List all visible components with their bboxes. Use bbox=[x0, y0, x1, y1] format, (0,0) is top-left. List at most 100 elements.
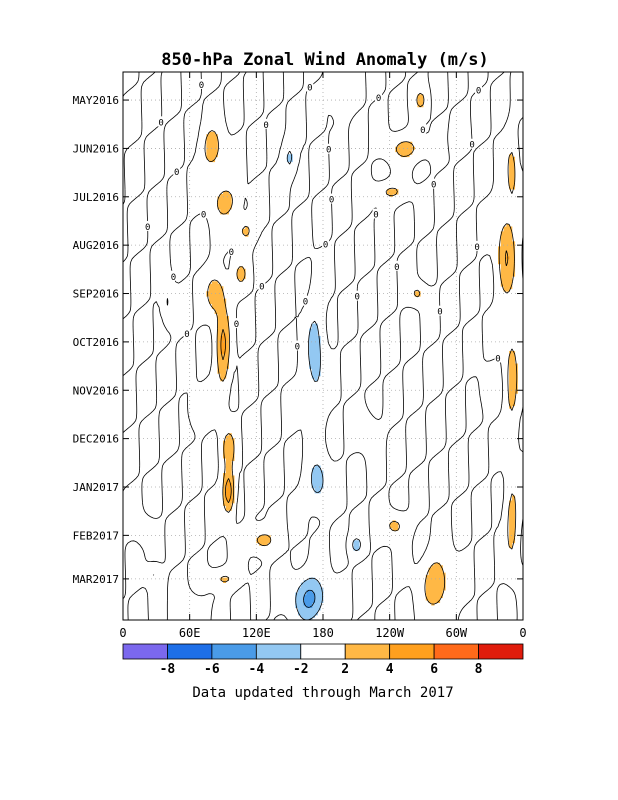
colorbar-tick-label: 2 bbox=[341, 662, 349, 677]
y-tick-label: JAN2017 bbox=[73, 481, 119, 494]
contour-zero-label: 0 bbox=[306, 81, 314, 93]
y-tick-label: OCT2016 bbox=[73, 336, 119, 349]
data-updated-note: Data updated through March 2017 bbox=[192, 685, 453, 701]
contour-level-2 bbox=[153, 92, 518, 605]
svg-text:0: 0 bbox=[376, 94, 381, 104]
colorbar-tick-label: -4 bbox=[249, 662, 265, 677]
contour-zero-label: 0 bbox=[325, 143, 333, 156]
contour-zero-label: 0 bbox=[144, 220, 152, 233]
contour-zero-labels: 0 0 0 0 0 0 0 0 0 0 0 0 0 0 0 0 0 0 0 0 0 0 0 0 0 0 0 0 bbox=[144, 78, 502, 365]
contour-lines bbox=[123, 72, 523, 620]
contour-zero-label: 0 bbox=[419, 123, 427, 136]
contour-zero-label: 0 bbox=[475, 84, 483, 96]
x-tick-label: 120E bbox=[242, 626, 271, 640]
contour-level-4 bbox=[220, 250, 509, 503]
svg-text:0: 0 bbox=[326, 146, 331, 156]
anomaly-fill-band-3 bbox=[303, 590, 316, 608]
x-tick-label: 180 bbox=[312, 626, 334, 640]
colorbar-swatch-1 bbox=[167, 643, 213, 660]
svg-text:0: 0 bbox=[229, 248, 234, 258]
contour-zero-label: 0 bbox=[183, 328, 191, 340]
svg-text:0: 0 bbox=[199, 81, 204, 91]
contour-level-neg2 bbox=[166, 150, 361, 620]
y-tick-label: FEB2017 bbox=[73, 529, 119, 542]
x-tick-label: 60W bbox=[445, 626, 467, 640]
contour-zero-label: 0 bbox=[375, 92, 383, 104]
x-tick-label: 0 bbox=[519, 626, 526, 640]
svg-text:0: 0 bbox=[201, 210, 206, 220]
x-tick-label: 0 bbox=[119, 626, 126, 640]
svg-text:0: 0 bbox=[145, 223, 150, 233]
svg-text:0: 0 bbox=[171, 273, 176, 283]
svg-text:0: 0 bbox=[420, 126, 425, 136]
colorbar-tick-label: 8 bbox=[475, 662, 483, 677]
colorbar-swatch-8 bbox=[478, 643, 524, 660]
contour-zero-label: 0 bbox=[227, 245, 235, 258]
colorbar-swatch-7 bbox=[433, 643, 479, 660]
svg-text:0: 0 bbox=[323, 240, 328, 250]
svg-text:0: 0 bbox=[184, 330, 189, 340]
colorbar-swatch-0 bbox=[122, 643, 168, 660]
contour-zero-label: 0 bbox=[436, 305, 444, 318]
colorbar: -8 -6 -4 -2 2 4 6 8 bbox=[122, 643, 524, 677]
contour-zero-label: 0 bbox=[197, 78, 205, 91]
svg-text:0: 0 bbox=[355, 293, 360, 303]
svg-text:0: 0 bbox=[431, 181, 436, 191]
contour-zero-label: 0 bbox=[473, 240, 481, 253]
contour-zero-label: 0 bbox=[301, 295, 309, 308]
svg-text:0: 0 bbox=[495, 355, 500, 365]
x-tick-label: 60E bbox=[179, 626, 201, 640]
contour-zero-label: 0 bbox=[200, 208, 208, 220]
colorbar-swatch-3 bbox=[255, 643, 302, 660]
contour-zero-label: 0 bbox=[258, 280, 266, 293]
svg-text:0: 0 bbox=[295, 343, 300, 353]
svg-text:0: 0 bbox=[394, 263, 399, 273]
svg-text:0: 0 bbox=[329, 196, 334, 206]
contour-level-neg4 bbox=[303, 589, 316, 608]
contour-zero-label: 0 bbox=[328, 193, 336, 206]
svg-text:0: 0 bbox=[474, 243, 479, 253]
plot-area bbox=[123, 72, 523, 620]
svg-text:0: 0 bbox=[437, 308, 442, 318]
colorbar-tick-label: -8 bbox=[160, 662, 176, 677]
svg-text:0: 0 bbox=[234, 320, 239, 330]
y-tick-label: SEP2016 bbox=[73, 288, 119, 301]
anomaly-fill-layer bbox=[206, 94, 518, 620]
contour-level-0 bbox=[123, 72, 523, 620]
contour-zero-label: 0 bbox=[293, 340, 301, 353]
svg-text:0: 0 bbox=[469, 141, 474, 151]
contour-zero-label: 0 bbox=[322, 238, 330, 250]
contour-zero-label: 0 bbox=[169, 270, 177, 283]
chart-title: 850-hPa Zonal Wind Anomaly (m/s) bbox=[161, 50, 489, 70]
contour-zero-label: 0 bbox=[353, 290, 361, 303]
svg-text:0: 0 bbox=[476, 86, 481, 96]
contour-zero-label: 0 bbox=[157, 116, 165, 128]
contour-zero-label: 0 bbox=[232, 318, 240, 330]
svg-text:0: 0 bbox=[158, 118, 163, 128]
contour-zero-label: 0 bbox=[468, 138, 476, 151]
contour-zero-label: 0 bbox=[494, 352, 502, 365]
colorbar-tick-label: 6 bbox=[430, 662, 438, 677]
x-axis-ticks: 0 60E 120E 180 120W 60W 0 bbox=[119, 72, 527, 640]
contour-zero-label: 0 bbox=[262, 118, 270, 131]
y-tick-label: NOV2016 bbox=[73, 384, 119, 397]
y-tick-label: JUL2016 bbox=[73, 191, 119, 204]
y-tick-label: MAY2016 bbox=[73, 94, 119, 107]
svg-text:0: 0 bbox=[303, 298, 308, 308]
y-tick-label: DEC2016 bbox=[73, 433, 119, 446]
colorbar-tick-label: -2 bbox=[293, 662, 309, 677]
colorbar-swatch-5 bbox=[344, 643, 391, 660]
svg-text:0: 0 bbox=[263, 121, 268, 131]
svg-text:0: 0 bbox=[174, 168, 179, 178]
y-axis-ticks: MAY2016 JUN2016 JUL2016 AUG2016 SEP2016 OCT20… bbox=[73, 94, 523, 586]
svg-text:0: 0 bbox=[373, 210, 378, 220]
colorbar-tick-label: -6 bbox=[204, 662, 220, 677]
contour-zero-label: 0 bbox=[393, 260, 401, 273]
colorbar-swatch-6 bbox=[389, 643, 435, 660]
y-tick-label: MAR2017 bbox=[73, 573, 119, 586]
x-tick-label: 120W bbox=[375, 626, 405, 640]
contour-zero-label: 0 bbox=[173, 166, 181, 178]
colorbar-tick-label: 4 bbox=[386, 662, 394, 677]
y-tick-label: AUG2016 bbox=[73, 239, 119, 252]
